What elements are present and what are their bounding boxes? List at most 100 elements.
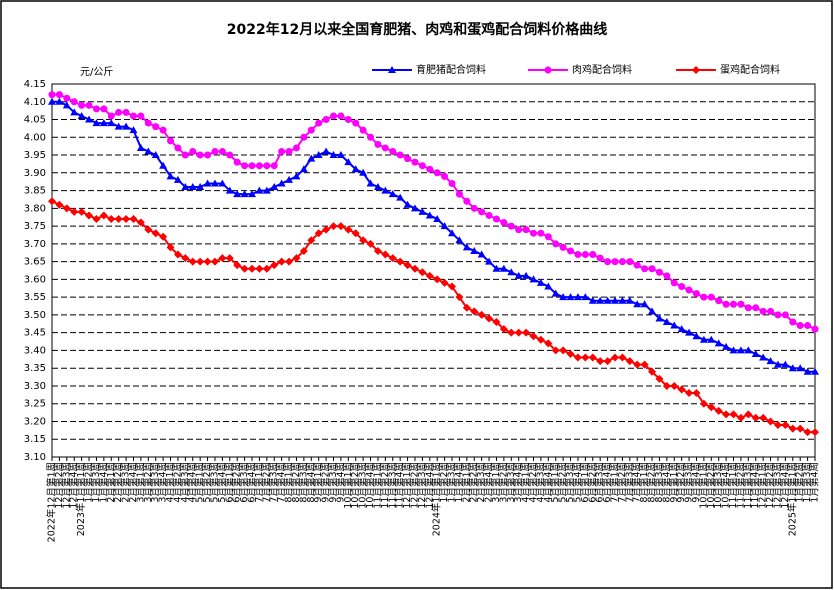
marker — [767, 307, 775, 315]
marker — [233, 261, 242, 270]
marker — [736, 413, 745, 422]
x-tick-label: 9月第1周 — [312, 462, 324, 503]
marker — [248, 264, 257, 273]
y-tick-label: 3.95 — [24, 150, 46, 161]
marker — [766, 357, 775, 365]
marker — [218, 179, 227, 187]
marker — [55, 91, 63, 99]
marker — [373, 183, 382, 191]
marker — [588, 353, 597, 362]
x-tick-label: 3月第4周 — [512, 462, 524, 503]
marker — [781, 311, 789, 319]
marker — [455, 236, 464, 244]
y-tick-label: 3.80 — [24, 203, 46, 214]
marker — [692, 332, 701, 340]
marker — [722, 300, 730, 308]
marker — [485, 257, 494, 265]
marker — [759, 413, 768, 422]
marker — [573, 353, 582, 362]
marker — [366, 179, 375, 187]
x-tick-label: 1月第4周 — [97, 462, 109, 503]
marker — [226, 151, 234, 159]
marker — [85, 211, 94, 220]
marker — [730, 300, 738, 308]
marker — [70, 98, 78, 106]
x-tick-label: 3月第3周 — [149, 462, 161, 503]
marker — [633, 300, 642, 308]
x-tick-label: 12月第3周 — [416, 462, 428, 509]
x-tick-label: 7月第4周 — [275, 462, 287, 503]
marker — [433, 214, 442, 222]
marker — [462, 243, 471, 251]
marker — [611, 258, 619, 266]
marker — [655, 268, 663, 276]
marker — [129, 214, 138, 223]
y-tick-label: 3.65 — [24, 257, 46, 268]
marker — [573, 293, 582, 301]
x-tick-label: 10月第3周 — [712, 462, 724, 509]
marker — [529, 332, 538, 341]
marker — [152, 123, 160, 131]
marker — [62, 204, 71, 213]
x-tick-label: 7月第1周 — [608, 462, 620, 503]
marker — [114, 122, 123, 130]
marker — [151, 229, 160, 238]
marker — [581, 251, 589, 259]
marker — [448, 282, 457, 291]
x-tick-label: 8月第4周 — [660, 462, 672, 503]
marker — [77, 207, 86, 216]
marker — [604, 258, 612, 266]
marker — [737, 300, 745, 308]
marker — [470, 246, 479, 254]
marker — [715, 297, 723, 305]
marker — [337, 112, 345, 120]
x-tick-label: 12月第1周 — [757, 462, 769, 509]
marker — [662, 381, 671, 390]
marker — [581, 293, 590, 301]
marker — [403, 200, 412, 208]
marker — [396, 151, 404, 159]
marker — [796, 364, 805, 372]
x-tick-label: 5月第1周 — [549, 462, 561, 503]
marker — [388, 190, 397, 198]
marker — [530, 229, 538, 237]
marker — [396, 193, 405, 201]
marker — [699, 335, 708, 343]
marker — [773, 360, 782, 368]
marker — [596, 357, 605, 366]
marker — [255, 186, 264, 194]
marker — [240, 264, 249, 273]
legend-label: 育肥猪配合饲料 — [416, 63, 486, 76]
marker — [477, 310, 486, 319]
marker — [744, 304, 752, 312]
x-tick-label: 3月第4周 — [157, 462, 169, 503]
marker — [662, 318, 671, 326]
marker — [714, 339, 723, 347]
x-tick-label: 12月第4周 — [68, 462, 80, 509]
marker — [225, 254, 234, 263]
marker — [522, 271, 531, 279]
x-tick-label: 12月第3周 — [60, 462, 72, 509]
x-tick-label: 1月第2周 — [83, 462, 95, 503]
marker — [751, 413, 760, 422]
marker — [796, 424, 805, 433]
marker — [314, 229, 323, 238]
y-tick-label: 4.15 — [24, 79, 46, 90]
marker — [196, 151, 204, 159]
x-tick-label: 4月第3周 — [534, 462, 546, 503]
marker — [589, 251, 597, 259]
x-tick-label: 11月第1周 — [727, 462, 739, 509]
marker — [262, 264, 271, 273]
x-tick-label: 4月第4周 — [186, 462, 198, 503]
marker — [707, 335, 716, 343]
marker — [344, 116, 352, 124]
marker — [492, 264, 501, 272]
marker — [77, 111, 86, 119]
marker — [292, 254, 301, 263]
y-tick-label: 3.35 — [24, 363, 46, 374]
marker — [48, 97, 56, 105]
marker — [641, 265, 649, 273]
marker — [788, 424, 797, 433]
marker — [404, 155, 412, 163]
x-tick-label: 7月第4周 — [631, 462, 643, 503]
